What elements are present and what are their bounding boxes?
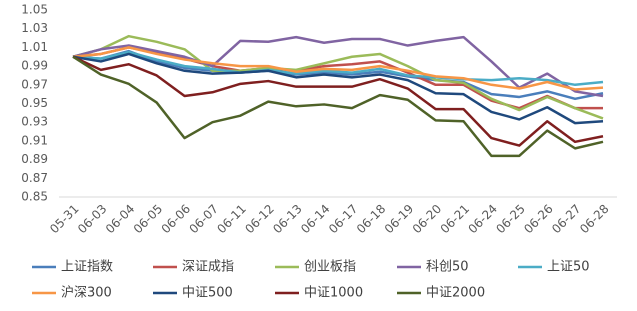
legend-label: 创业板指 xyxy=(304,260,356,275)
series-line xyxy=(72,46,604,91)
y-tick-label: 0.89 xyxy=(21,152,48,166)
y-tick-label: 0.93 xyxy=(21,115,48,129)
x-tick-label: 06-24 xyxy=(465,202,500,237)
x-tick-label: 06-13 xyxy=(270,202,305,237)
y-tick-label: 0.97 xyxy=(21,77,48,91)
x-tick-label: 06-14 xyxy=(298,202,333,237)
legend-label: 中证2000 xyxy=(426,286,485,301)
y-tick-label: 1.05 xyxy=(21,3,48,17)
legend-label: 深证成指 xyxy=(182,260,234,275)
x-tick-label: 06-25 xyxy=(493,202,528,237)
series-line xyxy=(72,34,604,120)
series-line xyxy=(72,49,604,101)
y-tick-label: 0.99 xyxy=(21,59,48,73)
x-tick-label: 06-05 xyxy=(131,202,166,237)
legend-label: 上证50 xyxy=(547,260,590,275)
y-tick-label: 0.91 xyxy=(21,133,48,147)
x-tick-label: 06-27 xyxy=(549,202,584,237)
x-tick-label: 06-06 xyxy=(159,202,194,237)
series-line xyxy=(72,52,604,125)
x-tick-label: 06-03 xyxy=(75,202,110,237)
x-tick-label: 06-12 xyxy=(242,202,277,237)
y-tick-label: 0.85 xyxy=(21,190,48,204)
x-tick-label: 06-26 xyxy=(521,202,556,237)
x-tick-label: 06-19 xyxy=(382,202,417,237)
legend: 上证指数 深证成指 创业板指 科创50 上证50 沪深300 中证500 中证1000 中证20… xyxy=(32,260,590,301)
series-line xyxy=(72,55,604,158)
y-tick-label: 1.01 xyxy=(21,40,48,54)
legend-label: 上证指数 xyxy=(61,260,113,275)
legend-label: 中证1000 xyxy=(304,286,363,301)
series-line xyxy=(72,35,604,98)
series-line xyxy=(72,55,604,147)
x-tick-label: 06-21 xyxy=(438,202,473,237)
x-tick-label: 06-07 xyxy=(187,202,222,237)
series-line xyxy=(72,50,604,87)
x-tick-label: 05-31 xyxy=(47,202,82,237)
x-tick-label: 06-04 xyxy=(103,202,138,237)
legend-label: 中证500 xyxy=(182,286,233,301)
y-tick-label: 0.95 xyxy=(21,96,48,110)
x-tick-label: 06-20 xyxy=(410,202,445,237)
x-tick-label: 06-28 xyxy=(577,202,612,237)
legend-label: 沪深300 xyxy=(61,285,112,301)
y-tick-label: 0.87 xyxy=(21,171,48,185)
x-tick-label: 06-11 xyxy=(214,202,249,237)
x-tick-label: 06-18 xyxy=(354,202,389,237)
legend-label: 科创50 xyxy=(426,260,469,275)
x-tick-label: 06-17 xyxy=(326,202,361,237)
y-tick-label: 1.03 xyxy=(21,21,48,35)
